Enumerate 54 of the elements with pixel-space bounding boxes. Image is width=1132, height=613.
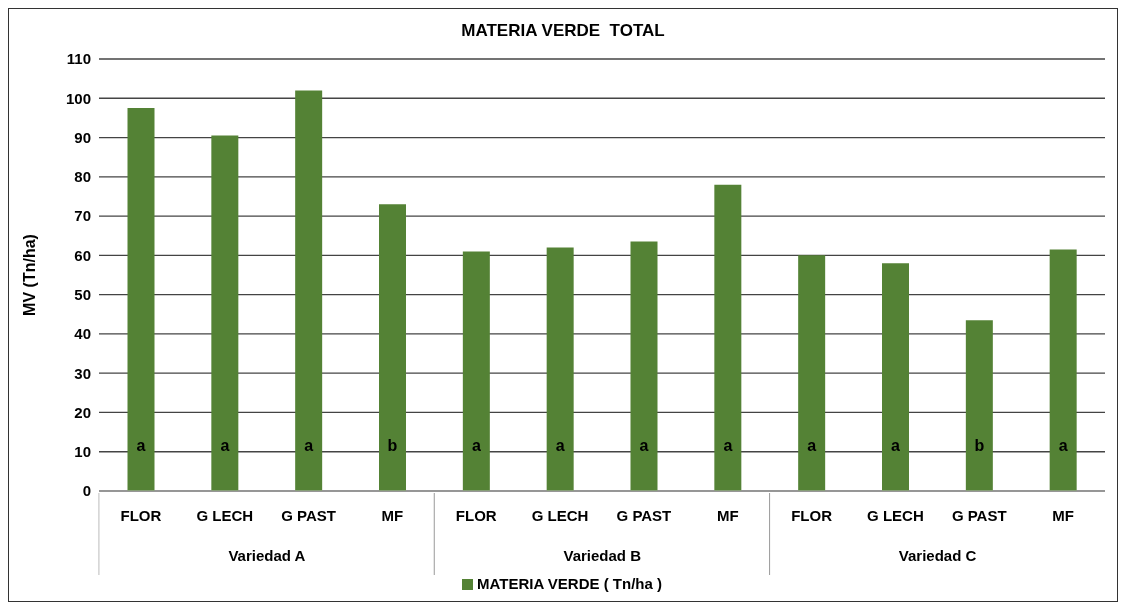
bar [462,251,490,491]
bar [295,90,323,491]
x-tick-label: G PAST [951,507,1007,524]
y-tick-label: 0 [82,482,91,500]
y-tick-label: 10 [74,443,91,461]
data-label: a [807,437,817,454]
text: Variedad B [563,547,642,564]
x-tick-label: FLOR [120,507,162,524]
x-tick-label: G PAST [281,507,336,524]
data-label: b [387,437,398,454]
data-label: a [304,437,314,454]
text: Variedad C [898,547,977,564]
bar [798,255,826,491]
data-label: a [639,437,649,454]
y-tick-label: 90 [74,128,91,146]
y-tick-label: 100 [65,89,91,107]
bar [965,320,993,491]
y-axis-title: MV (Tn/ha) [20,234,38,316]
y-tick-label: 40 [74,325,91,343]
bar [379,204,406,491]
y-tick-label: 30 [74,364,91,382]
y-tick-label: 60 [74,246,91,264]
x-tick-label: MF [381,507,404,524]
data-label: a [723,437,733,454]
x-tick-label: MF [1052,507,1074,524]
bar [1049,249,1077,491]
x-tick-label: FLOR [791,507,833,524]
y-tick-label: 80 [74,168,91,186]
x-tick-label: MF [716,507,739,524]
data-label: a [471,437,481,454]
y-tick-label: 110 [66,50,91,68]
data-label: a [555,437,565,454]
text: Variedad A [228,547,306,564]
legend-label: MATERIA VERDE ( Tn/ha ) [477,575,662,592]
bar [127,108,155,491]
bar [211,135,239,491]
x-tick-label: FLOR [455,507,497,524]
data-label: a [1058,437,1068,454]
y-tick-label: 70 [74,207,91,225]
data-label: b [974,437,985,454]
x-tick-label: G LECH [867,507,924,524]
data-label: a [891,437,901,454]
bar [714,184,742,491]
data-label: a [136,437,146,454]
bar [546,247,574,491]
x-tick-label: G LECH [531,507,589,524]
bar [882,263,909,491]
y-tick-label: 20 [74,403,91,421]
chart-title: MATERIA VERDE TOTAL [460,20,666,42]
x-tick-label: G LECH [196,507,254,524]
data-label: a [220,437,230,454]
y-tick-label: 50 [74,285,91,303]
x-tick-label: G PAST [616,507,672,524]
bar [630,241,658,491]
